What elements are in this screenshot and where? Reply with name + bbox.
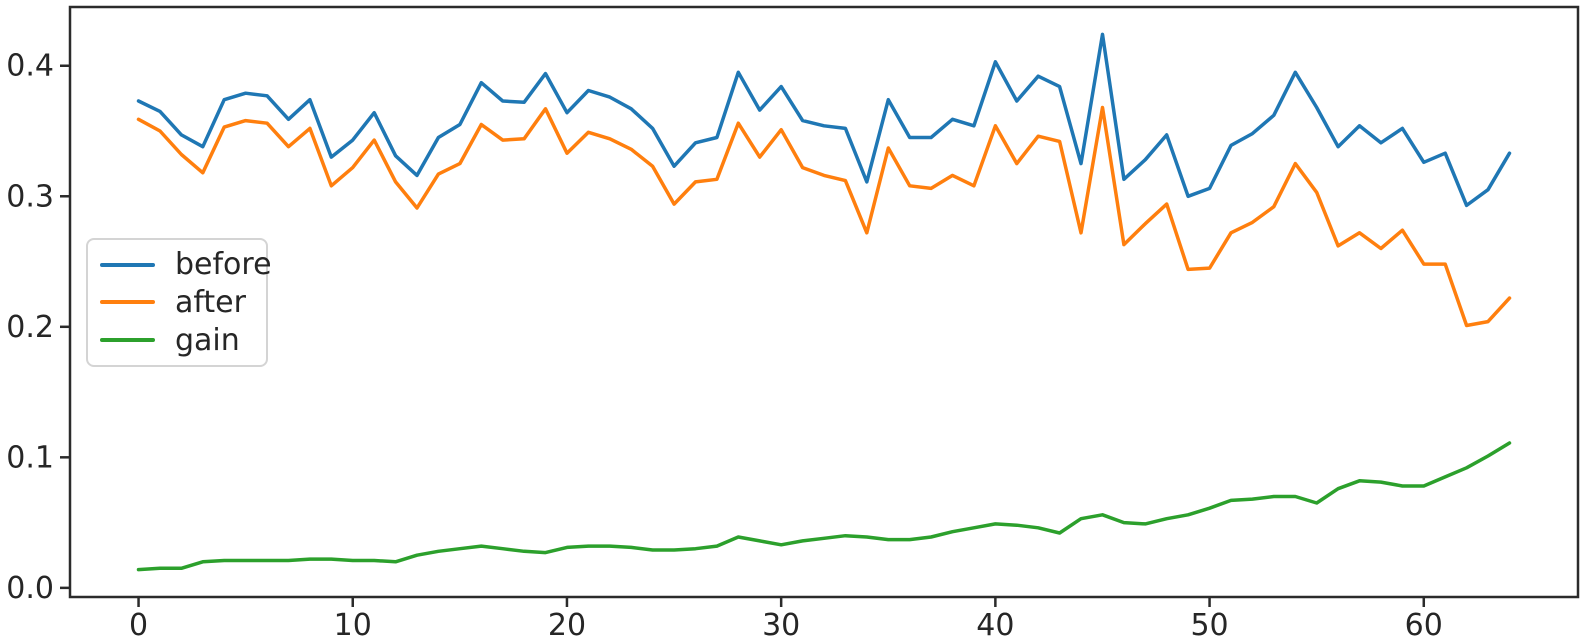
y-tick-label: 0.4 bbox=[6, 49, 54, 84]
axes-spines bbox=[68, 5, 1580, 599]
series-line-gain bbox=[136, 441, 1512, 572]
legend-item-before: before bbox=[100, 248, 272, 281]
legend-item-gain: gain bbox=[100, 324, 256, 357]
series-line-after bbox=[136, 105, 1512, 328]
x-tick-label: 50 bbox=[1190, 608, 1228, 643]
x-tick-label: 60 bbox=[1405, 608, 1443, 643]
legend-label-before: before bbox=[175, 247, 272, 283]
x-tick-label: 30 bbox=[762, 608, 800, 643]
legend-line-swatch-after bbox=[100, 300, 155, 305]
legend-label-gain: gain bbox=[175, 322, 240, 358]
series-line-before bbox=[136, 32, 1512, 208]
y-tick-label: 0.2 bbox=[6, 310, 54, 345]
x-tick-label: 20 bbox=[548, 608, 586, 643]
legend-item-after: after bbox=[100, 286, 256, 319]
x-tick-label: 0 bbox=[129, 608, 148, 643]
legend: before after gain bbox=[86, 238, 272, 367]
x-tick-label: 40 bbox=[976, 608, 1014, 643]
legend-label-after: after bbox=[175, 284, 246, 320]
legend-line-swatch-before bbox=[100, 262, 155, 267]
y-tick-label: 0.1 bbox=[6, 440, 54, 475]
x-tick-label: 10 bbox=[334, 608, 372, 643]
y-tick-label: 0.3 bbox=[6, 179, 54, 214]
legend-line-swatch-gain bbox=[100, 338, 155, 343]
y-tick-label: 0.0 bbox=[6, 571, 54, 606]
